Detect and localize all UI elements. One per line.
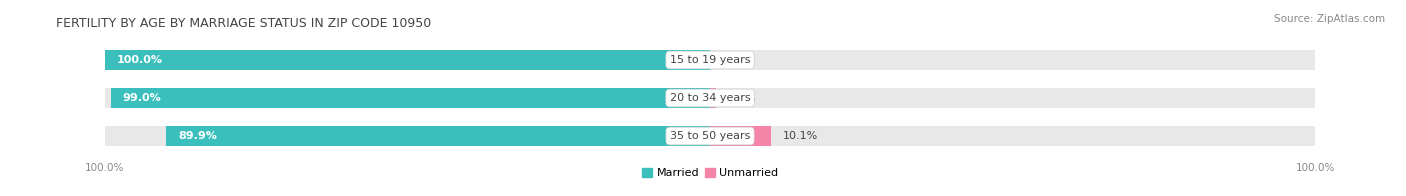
Text: 20 to 34 years: 20 to 34 years [669, 93, 751, 103]
Bar [710, 88, 1316, 108]
Bar [104, 50, 710, 70]
Text: 89.9%: 89.9% [179, 131, 217, 141]
Text: 15 to 19 years: 15 to 19 years [669, 55, 751, 65]
Text: 99.0%: 99.0% [122, 93, 162, 103]
Bar [166, 126, 710, 146]
Text: 100.0%: 100.0% [117, 55, 163, 65]
Bar [710, 50, 1316, 70]
Text: 0.0%: 0.0% [723, 55, 751, 65]
Legend: Married, Unmarried: Married, Unmarried [637, 163, 783, 183]
Text: 1.0%: 1.0% [728, 93, 756, 103]
Text: FERTILITY BY AGE BY MARRIAGE STATUS IN ZIP CODE 10950: FERTILITY BY AGE BY MARRIAGE STATUS IN Z… [56, 17, 432, 30]
Bar [111, 88, 710, 108]
Bar [104, 126, 710, 146]
Bar [104, 50, 710, 70]
Text: 10.1%: 10.1% [783, 131, 818, 141]
Bar [710, 126, 770, 146]
Text: 35 to 50 years: 35 to 50 years [669, 131, 751, 141]
Text: Source: ZipAtlas.com: Source: ZipAtlas.com [1274, 14, 1385, 24]
Bar [710, 88, 716, 108]
Bar [710, 126, 1316, 146]
Bar [104, 88, 710, 108]
